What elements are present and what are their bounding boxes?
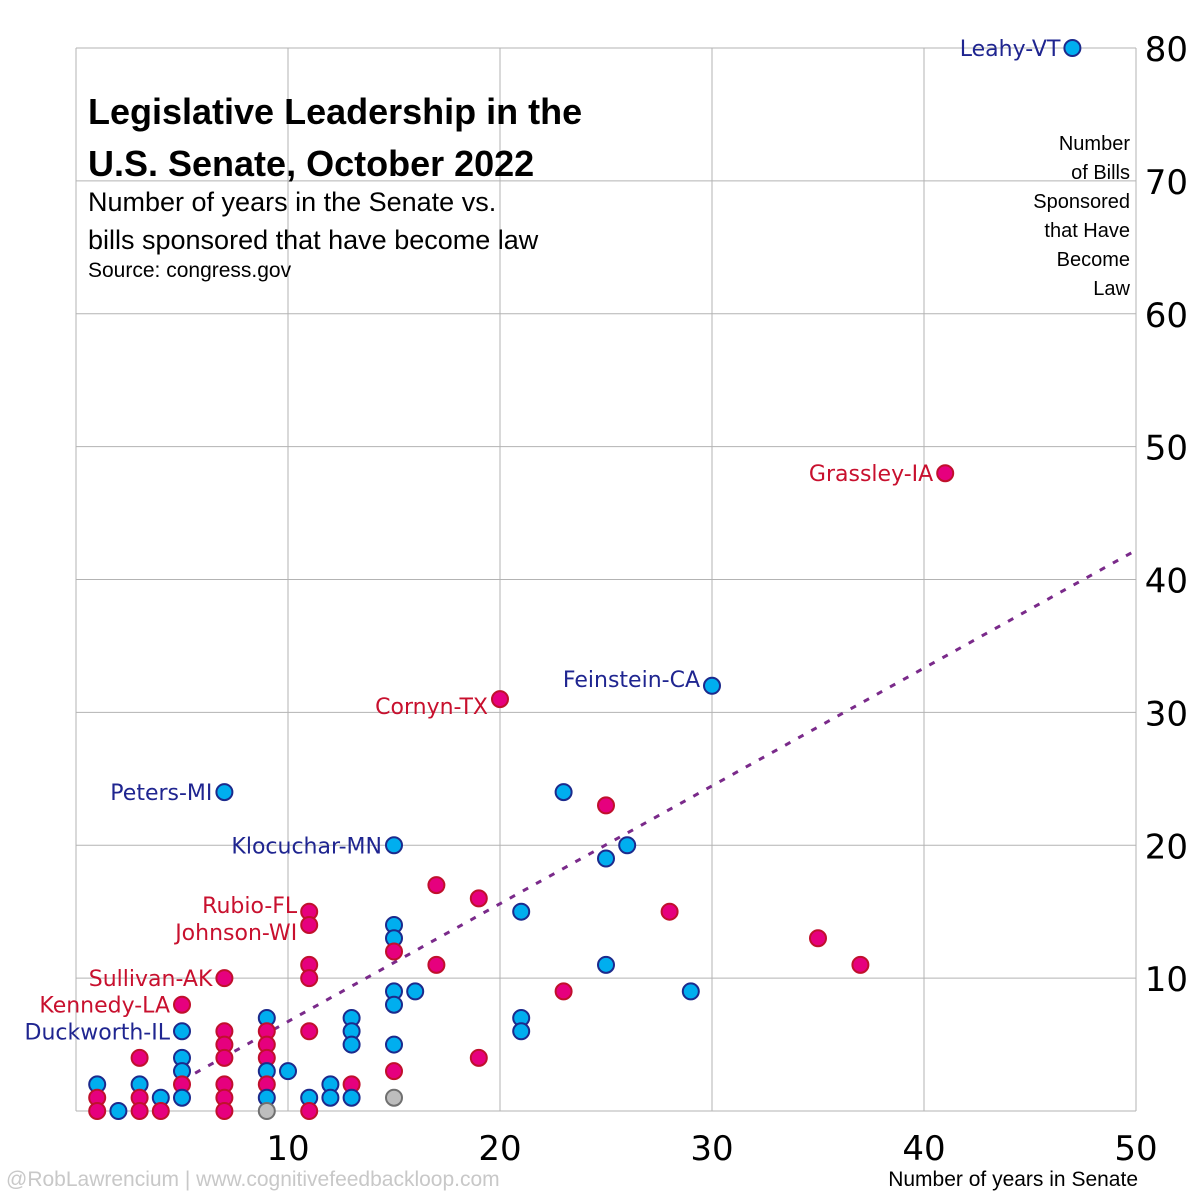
data-point bbox=[215, 1048, 234, 1067]
data-point bbox=[173, 995, 191, 1014]
data-point bbox=[173, 1022, 191, 1041]
y-tick-label: 40 bbox=[1145, 562, 1188, 602]
data-point bbox=[109, 1102, 128, 1120]
trend-line bbox=[181, 548, 1137, 1082]
data-point bbox=[342, 1088, 361, 1107]
y-tick-label: 60 bbox=[1145, 296, 1188, 336]
data-point bbox=[469, 889, 488, 908]
data-point bbox=[88, 1102, 107, 1120]
title-line: U.S. Senate, October 2022 bbox=[88, 143, 535, 184]
subtitle-line: Number of years in the Senate vs. bbox=[88, 187, 497, 217]
data-point bbox=[130, 1102, 149, 1120]
data-point bbox=[300, 1022, 319, 1041]
data-point bbox=[385, 1035, 403, 1054]
data-point bbox=[1063, 39, 1082, 57]
y-tick-label: 30 bbox=[1145, 694, 1188, 734]
point-label: Rubio-FL bbox=[202, 894, 298, 919]
chart-subtitle: Number of years in the Senate vs. bills … bbox=[88, 183, 538, 259]
x-tick-label: 10 bbox=[266, 1129, 309, 1169]
data-point bbox=[597, 796, 615, 815]
data-point bbox=[554, 783, 573, 802]
data-point bbox=[427, 955, 446, 974]
data-point bbox=[491, 690, 509, 709]
x-tick-label: 40 bbox=[902, 1129, 945, 1169]
point-label: Leahy-VT bbox=[960, 37, 1061, 62]
data-point bbox=[681, 982, 700, 1001]
point-label: Feinstein-CA bbox=[563, 668, 700, 693]
y-title-line: Become bbox=[1056, 249, 1130, 271]
chart-title: Legislative Leadership in the U.S. Senat… bbox=[88, 86, 582, 190]
point-label: Cornyn-TX bbox=[375, 695, 488, 720]
point-label: Sullivan-AK bbox=[89, 967, 213, 992]
data-point bbox=[300, 1102, 319, 1120]
y-title-line: of Bills bbox=[1071, 162, 1130, 184]
data-point bbox=[703, 676, 721, 695]
data-point bbox=[554, 982, 573, 1001]
data-point bbox=[851, 955, 870, 974]
data-point bbox=[130, 1048, 149, 1067]
data-point bbox=[512, 1022, 531, 1041]
point-label: Johnson-WI bbox=[173, 921, 297, 946]
y-axis-title: Number of Bills Sponsored that Have Beco… bbox=[970, 130, 1130, 304]
point-label: Kennedy-LA bbox=[39, 994, 170, 1019]
data-point bbox=[257, 1102, 276, 1120]
data-point bbox=[385, 942, 403, 961]
y-title-line: that Have bbox=[1044, 220, 1130, 242]
data-point bbox=[300, 969, 319, 988]
point-label: Grassley-IA bbox=[809, 462, 933, 487]
data-point bbox=[279, 1062, 297, 1081]
x-axis-title: Number of years in Senate bbox=[888, 1168, 1138, 1191]
data-point bbox=[321, 1088, 340, 1107]
data-point bbox=[173, 1088, 191, 1107]
y-tick-label: 80 bbox=[1145, 30, 1188, 70]
credit-line: @RobLawrencium | www.cognitivefeedbacklo… bbox=[6, 1168, 500, 1191]
y-tick-label: 50 bbox=[1145, 429, 1188, 469]
data-point bbox=[215, 969, 234, 988]
x-tick-label: 20 bbox=[478, 1129, 521, 1169]
y-tick-label: 70 bbox=[1145, 163, 1188, 203]
source-note: Source: congress.gov bbox=[88, 259, 292, 282]
y-title-line: Law bbox=[1093, 278, 1130, 300]
data-point bbox=[151, 1102, 170, 1120]
data-point bbox=[385, 1088, 403, 1107]
data-point bbox=[385, 995, 403, 1014]
data-point bbox=[597, 849, 615, 868]
point-label: Duckworth-IL bbox=[25, 1021, 171, 1046]
x-tick-label: 30 bbox=[690, 1129, 733, 1169]
data-point bbox=[809, 929, 827, 948]
data-point bbox=[215, 1102, 234, 1120]
data-point bbox=[597, 955, 615, 974]
point-label: Peters-MI bbox=[110, 781, 212, 806]
data-point bbox=[300, 915, 319, 934]
x-tick-label: 50 bbox=[1114, 1129, 1157, 1169]
data-point bbox=[215, 783, 234, 802]
data-point bbox=[469, 1048, 488, 1067]
data-point bbox=[427, 876, 446, 895]
data-point bbox=[385, 836, 403, 855]
data-point bbox=[406, 982, 425, 1001]
y-title-line: Sponsored bbox=[1033, 191, 1130, 213]
subtitle-line: bills sponsored that have become law bbox=[88, 225, 539, 255]
y-tick-label: 20 bbox=[1145, 827, 1188, 867]
y-tick-label: 10 bbox=[1145, 960, 1188, 1000]
data-point bbox=[618, 836, 637, 855]
data-point bbox=[342, 1035, 361, 1054]
data-point bbox=[512, 902, 531, 921]
title-line: Legislative Leadership in the bbox=[88, 91, 583, 132]
data-point bbox=[936, 464, 955, 483]
point-label: Klocuchar-MN bbox=[231, 834, 382, 859]
data-point bbox=[385, 1062, 403, 1081]
data-point bbox=[660, 902, 679, 921]
y-title-line: Number bbox=[1058, 133, 1130, 155]
